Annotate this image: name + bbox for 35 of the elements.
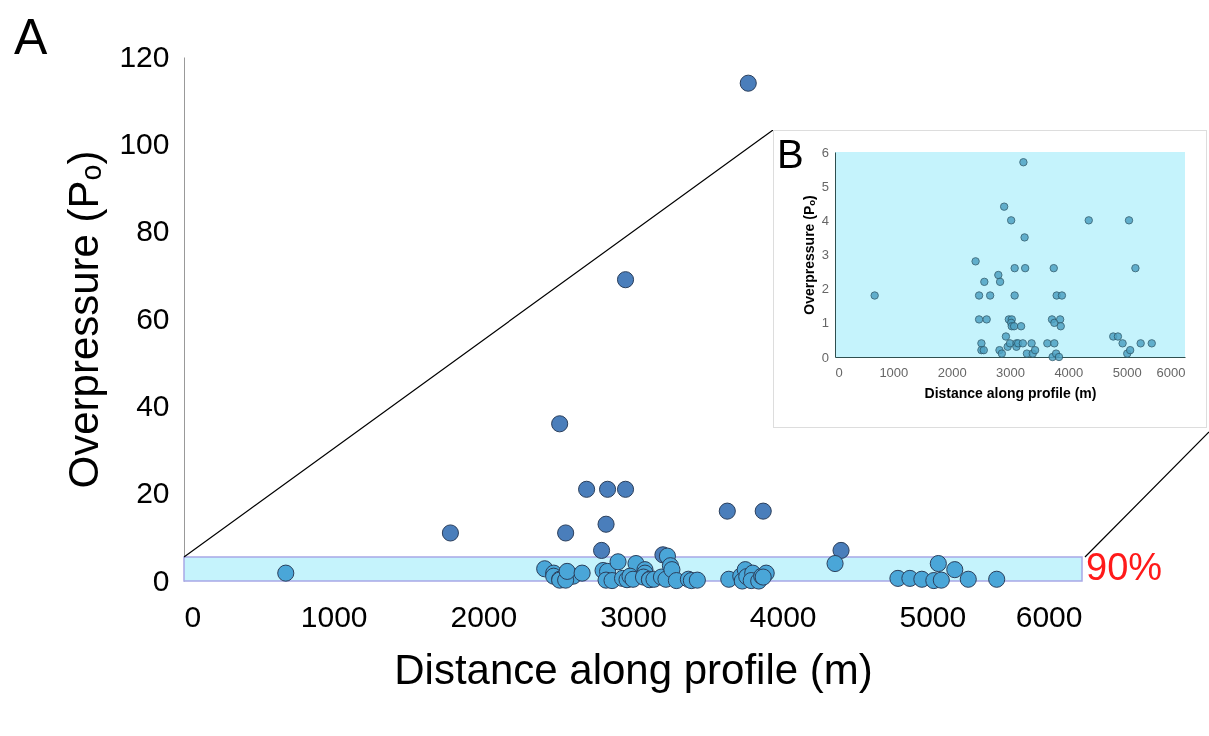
- band-label: 90%: [1086, 545, 1163, 588]
- y-tick-label: 1: [821, 315, 829, 331]
- annotation: B: [777, 132, 804, 176]
- y-tick-label: 100: [119, 126, 170, 160]
- y-axis-title: Overpressure (Pₒ): [60, 150, 108, 489]
- y-tick-label: 0: [821, 349, 829, 365]
- y-tick-label: 60: [136, 301, 170, 335]
- x-tick-label: 2000: [450, 599, 518, 633]
- y-tick-label: 5: [821, 178, 829, 194]
- y-tick-label: 3: [821, 247, 829, 262]
- y-tick-label: 80: [136, 214, 170, 248]
- text: A: [14, 9, 48, 65]
- x-axis-title: Distance along profile (m): [394, 645, 873, 693]
- x-axis-title: Distance along profile (m): [924, 385, 1097, 402]
- y-tick-label: 4: [821, 212, 829, 228]
- x-tick-label: 0: [835, 364, 843, 380]
- x-tick-label: 1000: [300, 599, 368, 633]
- x-tick-label: 2000: [937, 364, 967, 380]
- y-tick-label: 120: [119, 39, 170, 73]
- y-tick-label: 6: [821, 144, 829, 160]
- x-tick-label: 3000: [996, 364, 1025, 380]
- x-tick-label: 4000: [1054, 364, 1084, 380]
- x-tick-label: 1000: [879, 364, 909, 380]
- y-tick-label: 40: [136, 388, 170, 422]
- x-tick-label: 5000: [1112, 364, 1142, 380]
- x-tick-label: 0: [184, 599, 202, 633]
- y-tick-label: 2: [821, 281, 829, 297]
- x-tick-label: 4000: [749, 599, 817, 633]
- x-tick-label: 3000: [600, 599, 667, 633]
- y-tick-label: 20: [136, 476, 170, 510]
- y-tick-label: 0: [152, 563, 170, 597]
- y-axis-title: Overpressure (Pₒ): [800, 195, 817, 315]
- x-tick-label: 6000: [1015, 599, 1083, 633]
- x-tick-label: 6000: [1156, 364, 1186, 380]
- x-tick-label: 5000: [899, 599, 967, 633]
